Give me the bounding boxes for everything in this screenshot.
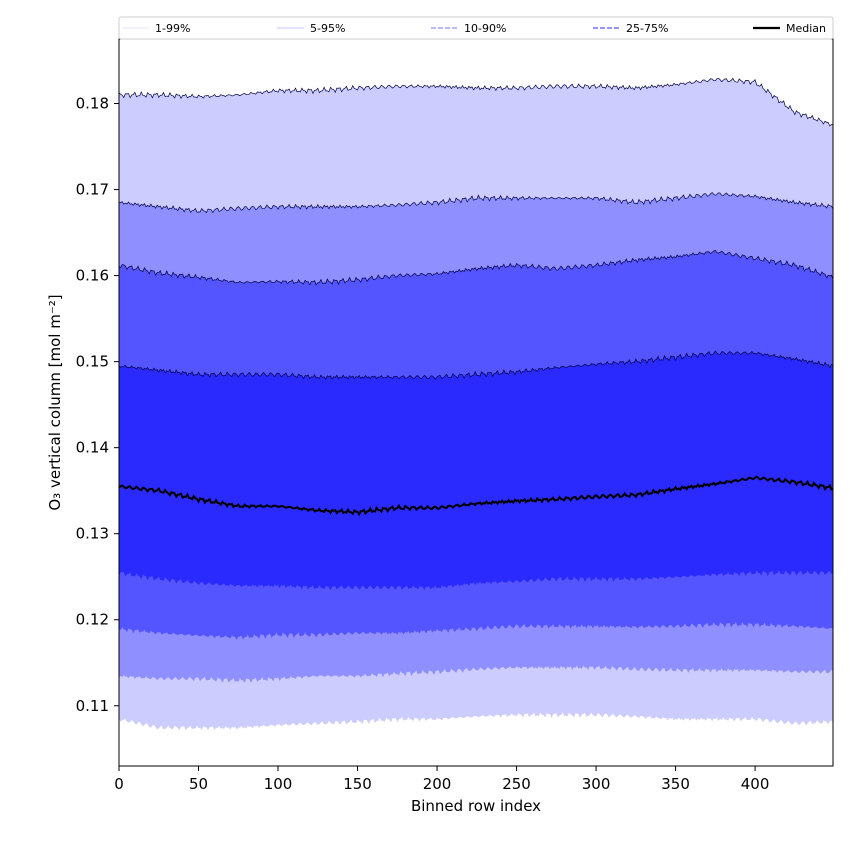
x-tick-label: 150 (343, 775, 372, 793)
x-axis: 0 50 100 150 200 250 300 350 400 (114, 766, 769, 793)
y-tick-label: 0.11 (76, 697, 109, 715)
x-tick-label: 250 (502, 775, 531, 793)
y-tick-label: 0.13 (76, 525, 109, 543)
legend-label: Median (786, 22, 826, 35)
y-axis-label: O₃ vertical column [mol m⁻²] (46, 294, 64, 510)
band-areas (119, 78, 833, 730)
legend: 1-99% 5-95% 10-90% 25-75% Median (118, 16, 834, 40)
band-area-25-75% (119, 350, 833, 590)
band-upper-edge-5-95% (118, 192, 834, 214)
band-upper-edge-1-99% (118, 77, 834, 127)
x-tick-label: 0 (114, 775, 124, 793)
band-lower-edge-10-90% (118, 620, 834, 640)
x-tick-label: 200 (423, 775, 452, 793)
x-tick-label: 350 (661, 775, 690, 793)
band-lower-edge-25-75% (118, 568, 834, 591)
legend-frame (118, 16, 834, 40)
x-tick-label: 50 (189, 775, 208, 793)
band-edges (118, 77, 834, 731)
y-tick-label: 0.14 (76, 439, 109, 457)
y-tick-label: 0.15 (76, 353, 109, 371)
band-upper-edge-25-75% (118, 350, 834, 380)
median-series (118, 475, 834, 517)
legend-label: 10-90% (464, 22, 506, 35)
x-axis-label: Binned row index (411, 797, 541, 815)
y-tick-label: 0.18 (76, 95, 109, 113)
y-tick-label: 0.17 (76, 181, 109, 199)
x-tick-label: 100 (264, 775, 293, 793)
band-lower-edge-1-99% (118, 710, 834, 731)
y-axis: 0.11 0.12 0.13 0.14 0.15 0.16 0.17 0.18 (76, 95, 119, 715)
median-line (118, 475, 834, 517)
legend-label: 25-75% (626, 22, 668, 35)
band-upper-edge-10-90% (118, 249, 834, 286)
band-lower-edge-5-95% (118, 664, 834, 683)
x-tick-label: 400 (741, 775, 770, 793)
y-tick-label: 0.16 (76, 267, 109, 285)
y-tick-label: 0.12 (76, 611, 109, 629)
legend-label: 5-95% (310, 22, 345, 35)
x-tick-label: 300 (582, 775, 611, 793)
legend-label: 1-99% (155, 22, 190, 35)
